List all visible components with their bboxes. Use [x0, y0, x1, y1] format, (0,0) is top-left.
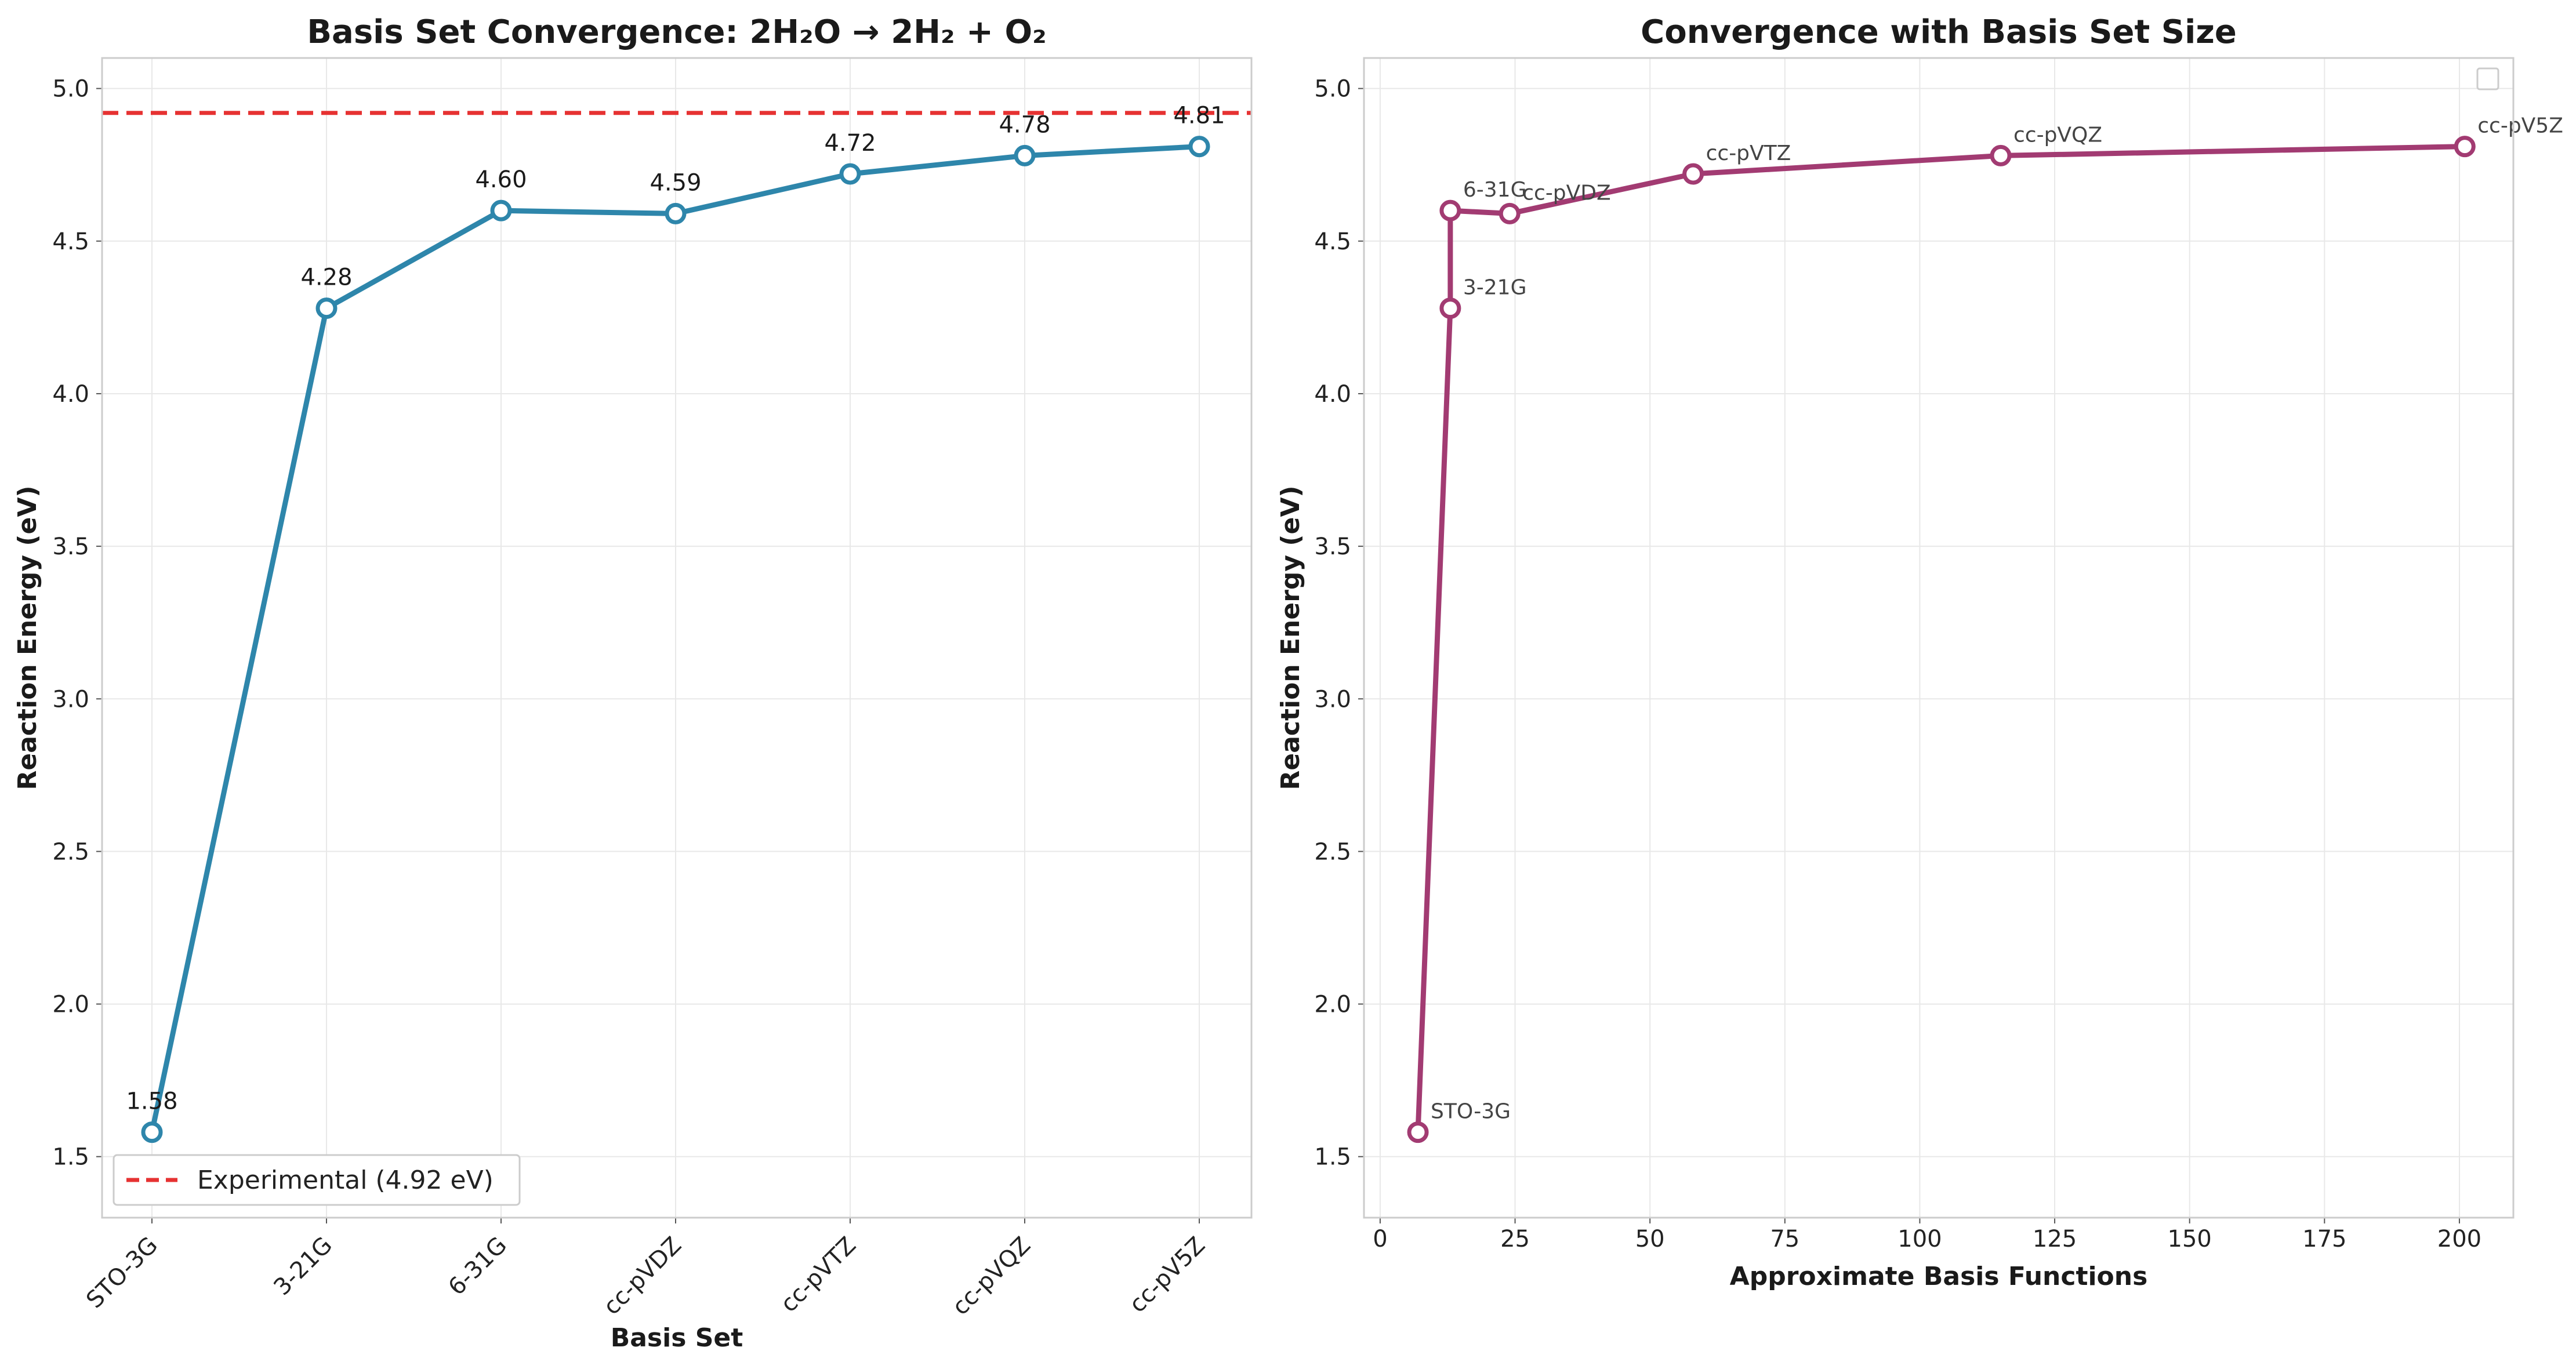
right-y-axis-label: Reaction Energy (eV)	[1276, 485, 1305, 790]
right-x-tick-label: 175	[2302, 1226, 2346, 1252]
right-y-tick-label: 3.0	[1314, 686, 1351, 713]
left-data-label: 4.59	[650, 169, 701, 196]
left-data-point	[839, 163, 861, 185]
right-data-point	[1682, 163, 1704, 185]
left-y-tick-label: 5.0	[52, 76, 89, 103]
left-legend-label: Experimental (4.92 eV)	[197, 1165, 494, 1195]
right-data-point	[2454, 136, 2476, 158]
right-x-tick-label: 100	[1897, 1226, 1942, 1252]
right-point-label: cc-pV5Z	[2477, 114, 2563, 138]
right-data-point	[1439, 199, 1461, 221]
left-data-point	[1014, 144, 1036, 166]
right-data-point	[1499, 202, 1521, 224]
right-x-axis-label: Approximate Basis Functions	[1730, 1262, 2148, 1291]
left-y-tick-label: 4.0	[52, 381, 89, 408]
right-y-tick-label: 4.0	[1314, 381, 1351, 408]
right-point-label: cc-pVDZ	[1522, 181, 1610, 205]
left-data-point	[315, 297, 338, 319]
left-y-tick-label: 3.5	[52, 533, 89, 560]
right-point-label: cc-pVTZ	[1706, 141, 1791, 165]
right-y-tick-label: 5.0	[1314, 76, 1351, 103]
left-x-axis-label: Basis Set	[611, 1323, 743, 1353]
right-y-tick-label: 2.0	[1314, 992, 1351, 1018]
right-x-tick-label: 75	[1770, 1226, 1799, 1252]
left-data-point	[141, 1121, 163, 1143]
left-data-point	[490, 199, 512, 221]
right-x-tick-label: 25	[1500, 1226, 1530, 1252]
right-x-tick-label: 200	[2437, 1226, 2481, 1252]
left-data-label: 1.58	[126, 1088, 177, 1115]
right-point-label: 6-31G	[1463, 178, 1527, 202]
left-data-label: 4.28	[300, 264, 352, 291]
right-x-tick-label: 125	[2033, 1226, 2077, 1252]
left-legend-box	[113, 1154, 521, 1206]
right-point-label: cc-pVQZ	[2013, 123, 2102, 147]
right-x-tick-label: 50	[1635, 1226, 1665, 1252]
left-y-axis-label: Reaction Energy (eV)	[13, 485, 42, 790]
left-data-label: 4.78	[999, 111, 1050, 138]
right-x-tick-label: 0	[1373, 1226, 1387, 1252]
left-y-tick-label: 4.5	[52, 228, 89, 255]
right-chart-title: Convergence with Basis Set Size	[1641, 13, 2237, 51]
left-data-point	[665, 202, 687, 224]
right-grid	[1364, 58, 2513, 1218]
left-data-label: 4.60	[475, 166, 527, 193]
left-data-label: 4.72	[824, 130, 876, 157]
right-data-point	[1990, 144, 2012, 166]
left-grid	[102, 58, 1251, 1218]
left-data-point	[1188, 136, 1210, 158]
right-ticks: 1.5 2.0 2.5 3.0 3.5 4.0 4.5 5.0 0 25 50 75 100 125 150…	[1314, 76, 2481, 1252]
right-y-tick-label: 2.5	[1314, 838, 1351, 865]
left-chart-title: Basis Set Convergence: 2H₂O → 2H₂ + O₂	[307, 13, 1046, 51]
right-y-tick-label: 3.5	[1314, 533, 1351, 560]
left-plot-frame	[101, 57, 1253, 1219]
left-data-label: 4.81	[1173, 103, 1225, 129]
right-point-label: STO-3G	[1431, 1100, 1511, 1124]
right-y-tick-label: 1.5	[1314, 1144, 1351, 1171]
right-point-label: 3-21G	[1463, 276, 1527, 300]
left-y-tick-label: 1.5	[52, 1144, 89, 1171]
left-y-tick-label: 2.5	[52, 838, 89, 865]
left-legend: Experimental (4.92 eV)	[113, 1154, 521, 1206]
right-data-point	[1407, 1121, 1429, 1143]
left-series: 1.58 4.28 4.60 4.59 4.72 4.78 4.81	[126, 103, 1225, 1143]
right-y-tick-label: 4.5	[1314, 228, 1351, 255]
left-y-tick-label: 3.0	[52, 686, 89, 713]
left-y-tick-label: 2.0	[52, 992, 89, 1018]
right-data-point	[1439, 297, 1461, 319]
right-x-tick-label: 150	[2168, 1226, 2212, 1252]
right-legend-box	[2476, 67, 2499, 90]
right-plot-frame	[1363, 57, 2515, 1219]
